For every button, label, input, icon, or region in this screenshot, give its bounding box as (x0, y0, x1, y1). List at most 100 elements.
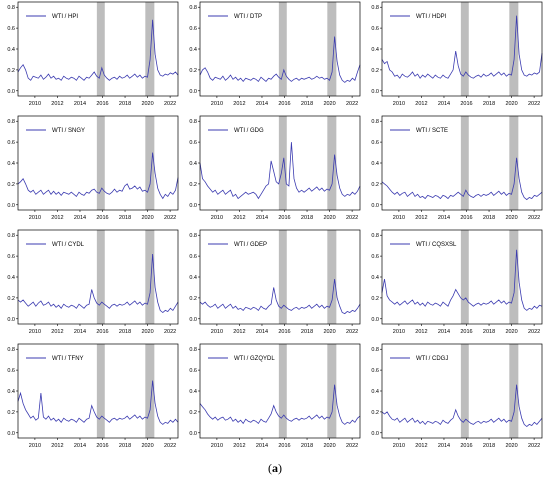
y-tick-label: 0.4 (189, 161, 197, 167)
x-tick-label: 2020 (323, 443, 335, 449)
legend-label: WTI / DTP (234, 14, 262, 20)
subplot-5: 0.0 0.2 0.4 0.6 0.8 2010 2012 2014 2016 2018 2020 2… (189, 115, 361, 221)
legend-label: WTI / HDPI (416, 14, 447, 20)
x-tick-label: 2018 (301, 329, 313, 335)
x-tick-label: 2014 (438, 101, 450, 107)
x-tick-label: 2014 (74, 101, 86, 107)
x-tick-label: 2020 (505, 215, 517, 221)
figure-label: (a) (0, 461, 550, 476)
shaded-band-1 (460, 230, 469, 324)
x-tick-label: 2014 (74, 215, 86, 221)
y-tick-label: 0.0 (371, 431, 379, 437)
y-tick-label: 0.8 (189, 119, 197, 125)
x-tick-label: 2020 (323, 101, 335, 107)
subplot-12: 0.0 0.2 0.4 0.6 0.8 2010 2012 2014 2016 2018 2020 2… (371, 343, 543, 449)
x-tick-label: 2022 (528, 101, 540, 107)
shaded-band-1 (96, 2, 105, 96)
x-tick-label: 2010 (211, 443, 223, 449)
figure-label-close: ) (278, 461, 282, 475)
x-tick-label: 2014 (256, 329, 268, 335)
x-tick-label: 2018 (483, 101, 495, 107)
series-line (17, 380, 179, 425)
x-tick-label: 2010 (29, 101, 41, 107)
x-tick-label: 2016 (460, 329, 472, 335)
x-tick-label: 2014 (256, 215, 268, 221)
y-tick-label: 0.4 (189, 389, 197, 395)
y-tick-label: 0.8 (7, 5, 15, 11)
x-tick-label: 2020 (505, 329, 517, 335)
legend-label: WTI / GDEP (234, 242, 267, 248)
x-tick-label: 2020 (141, 443, 153, 449)
x-tick-label: 2012 (51, 101, 63, 107)
shaded-band-1 (460, 116, 469, 210)
x-tick-label: 2022 (528, 329, 540, 335)
x-tick-label: 2016 (278, 443, 290, 449)
y-tick-label: 0.6 (7, 26, 15, 32)
x-tick-label: 2018 (119, 329, 131, 335)
shaded-band-2 (509, 344, 519, 438)
y-tick-label: 0.8 (7, 347, 15, 353)
shaded-band-2 (145, 116, 155, 210)
x-tick-label: 2012 (51, 215, 63, 221)
y-tick-label: 0.0 (7, 317, 15, 323)
series-line (381, 15, 543, 79)
y-tick-label: 0.6 (371, 368, 379, 374)
shaded-band-2 (509, 116, 519, 210)
x-tick-label: 2016 (96, 215, 108, 221)
y-tick-label: 0.6 (7, 368, 15, 374)
y-tick-label: 0.8 (189, 347, 197, 353)
x-tick-label: 2022 (164, 101, 176, 107)
legend-label: WTI / TFNY (52, 356, 84, 362)
series-line (381, 157, 543, 201)
y-tick-label: 0.6 (7, 140, 15, 146)
x-tick-label: 2014 (438, 215, 450, 221)
y-tick-label: 0.2 (7, 410, 15, 416)
y-tick-label: 0.0 (7, 431, 15, 437)
x-tick-label: 2010 (29, 443, 41, 449)
x-tick-label: 2020 (141, 101, 153, 107)
x-tick-label: 2012 (415, 443, 427, 449)
x-tick-label: 2010 (211, 101, 223, 107)
shaded-band-2 (327, 116, 337, 210)
y-tick-label: 0.6 (7, 254, 15, 260)
x-tick-label: 2020 (505, 443, 517, 449)
y-tick-label: 0.4 (7, 389, 15, 395)
x-tick-label: 2014 (74, 329, 86, 335)
x-tick-label: 2020 (323, 329, 335, 335)
x-tick-label: 2018 (119, 101, 131, 107)
x-tick-label: 2014 (256, 443, 268, 449)
legend-label: WTI / GDG (234, 128, 264, 134)
x-tick-label: 2016 (460, 101, 472, 107)
x-tick-label: 2018 (483, 443, 495, 449)
chart-grid: 0.0 0.2 0.4 0.6 0.8 2010 2012 2014 2016 2018 2020 2… (7, 1, 543, 449)
shaded-band-1 (278, 344, 287, 438)
y-tick-label: 0.0 (7, 89, 15, 95)
x-tick-label: 2022 (164, 329, 176, 335)
x-tick-label: 2012 (415, 215, 427, 221)
y-tick-label: 0.6 (189, 254, 197, 260)
shaded-band-2 (327, 2, 337, 96)
y-tick-label: 0.8 (371, 5, 379, 11)
x-tick-label: 2012 (415, 329, 427, 335)
y-tick-label: 0.0 (371, 317, 379, 323)
x-tick-label: 2022 (346, 101, 358, 107)
shaded-band-2 (509, 2, 519, 96)
y-tick-label: 0.4 (371, 275, 379, 281)
x-tick-label: 2022 (528, 443, 540, 449)
x-tick-label: 2016 (278, 101, 290, 107)
x-tick-label: 2018 (301, 443, 313, 449)
x-tick-label: 2020 (141, 329, 153, 335)
x-tick-label: 2018 (119, 215, 131, 221)
x-tick-label: 2012 (233, 329, 245, 335)
y-tick-label: 0.2 (7, 296, 15, 302)
y-tick-label: 0.4 (371, 47, 379, 53)
subplot-11: 0.0 0.2 0.4 0.6 0.8 2010 2012 2014 2016 2018 2020 2… (189, 343, 361, 449)
x-tick-label: 2018 (483, 215, 495, 221)
legend-label: WTI / GZQYDL (234, 356, 275, 362)
y-tick-label: 0.0 (7, 203, 15, 209)
x-tick-label: 2010 (393, 215, 405, 221)
subplot-10: 0.0 0.2 0.4 0.6 0.8 2010 2012 2014 2016 2018 2020 2… (7, 343, 179, 449)
series-line (17, 152, 179, 200)
legend-label: WTI / CYDL (52, 242, 85, 248)
shaded-band-2 (509, 230, 519, 324)
